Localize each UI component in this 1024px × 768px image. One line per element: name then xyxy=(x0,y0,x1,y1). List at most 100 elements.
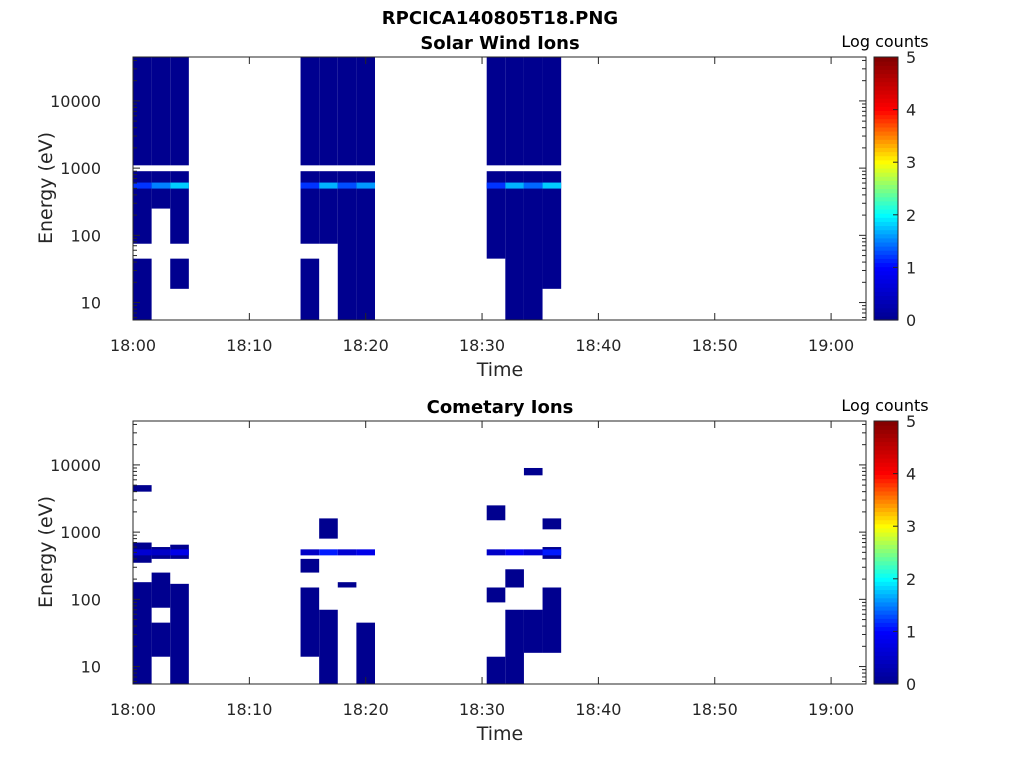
colorbar-swatch xyxy=(874,246,898,251)
colorbar-swatch xyxy=(874,630,898,636)
heatmap-cells-solar-wind xyxy=(133,57,562,320)
heatmap-cell xyxy=(505,609,524,684)
colorbar-swatch xyxy=(874,110,898,116)
colorbar-tick-label: 2 xyxy=(906,206,916,225)
colorbar-swatch xyxy=(874,486,898,492)
colorbar-swatch xyxy=(874,556,898,562)
colorbar-tick-label: 3 xyxy=(906,517,916,536)
colorbar-swatch xyxy=(874,618,898,623)
colorbar-swatch xyxy=(874,295,898,301)
axes-cometary: 18:00 18:10 18:20 18:30 18:40 18:50 19:00 10 100… xyxy=(50,420,867,719)
heatmap-cell-peak xyxy=(505,549,524,556)
colorbar-swatch xyxy=(874,188,898,194)
heatmap-cell-peak xyxy=(523,549,543,556)
heatmap-cell-peak xyxy=(133,549,152,556)
colorbar-swatch xyxy=(874,130,898,136)
colorbar-swatch xyxy=(874,519,898,525)
colorbar-swatch xyxy=(874,593,898,599)
heatmap-cell xyxy=(133,485,152,492)
colorbar-swatch xyxy=(874,258,898,264)
colorbar-tick-label: 4 xyxy=(906,465,916,484)
heatmap-cell xyxy=(151,171,171,209)
colorbar-tick-label: 3 xyxy=(906,153,916,172)
heatmap-cell xyxy=(542,518,562,530)
colorbar-swatch xyxy=(874,221,898,227)
colorbar-swatch xyxy=(874,250,898,255)
colorbar-tick-label: 5 xyxy=(906,412,916,431)
x-tick-label: 18:20 xyxy=(343,700,389,719)
colorbar-swatch xyxy=(874,98,898,103)
heatmap-cell-peak xyxy=(151,549,171,556)
colorbar-swatch xyxy=(874,655,898,660)
colorbar-swatch xyxy=(874,241,898,247)
colorbar-swatch xyxy=(874,151,898,157)
x-tick-label: 18:10 xyxy=(226,700,272,719)
heatmap-cells-cometary xyxy=(133,467,562,684)
colorbar-swatch xyxy=(874,213,898,218)
colorbar-swatch xyxy=(874,93,898,99)
x-axis-label-cometary: Time xyxy=(476,723,524,745)
heatmap-cell-peak xyxy=(505,182,524,189)
y-tick-label: 1000 xyxy=(60,159,101,178)
colorbar-swatch xyxy=(874,441,898,447)
heatmap-cell-peak xyxy=(151,182,171,189)
colorbar-swatch xyxy=(874,494,898,500)
colorbar-swatch xyxy=(874,544,898,549)
colorbar-swatch xyxy=(874,478,898,484)
colorbar-swatch xyxy=(874,511,898,517)
colorbar-swatch xyxy=(874,89,898,95)
x-tick-label: 18:30 xyxy=(459,336,505,355)
x-tick-label: 19:00 xyxy=(808,336,854,355)
colorbar-tick-label: 0 xyxy=(906,675,916,694)
heatmap-cell xyxy=(151,622,171,657)
heatmap-cell xyxy=(356,57,376,166)
panel-solar-wind: Solar Wind Ions 18:00 18:10 18:20 18:30 18:4… xyxy=(35,32,929,381)
y-tick-label: 10000 xyxy=(50,456,101,475)
heatmap-cell-peak xyxy=(356,182,376,189)
colorbar-swatch xyxy=(874,564,898,570)
heatmap-cell xyxy=(356,622,376,684)
colorbar-swatch xyxy=(874,503,898,508)
colorbar-swatch xyxy=(874,429,898,434)
heatmap-cell-peak xyxy=(337,182,357,189)
colorbar-swatch xyxy=(874,266,898,272)
colorbar-swatch xyxy=(874,462,898,467)
heatmap-cell-peak xyxy=(300,549,320,556)
colorbar-swatch xyxy=(874,262,898,268)
colorbar-swatch xyxy=(874,651,898,656)
colorbar-swatch xyxy=(874,437,898,443)
colorbar-swatch xyxy=(874,209,898,214)
heatmap-cell xyxy=(542,587,562,653)
heatmap-cell-peak xyxy=(319,182,338,189)
heatmap-cell-peak xyxy=(133,182,152,189)
x-tick-label: 18:10 xyxy=(226,336,272,355)
colorbar-swatch xyxy=(874,560,898,566)
axes-solar-wind: 18:00 18:10 18:20 18:30 18:40 18:50 19:00 10 100… xyxy=(50,56,867,355)
x-tick-label: 18:20 xyxy=(343,336,389,355)
colorbar-swatch xyxy=(874,490,898,496)
colorbar-swatch xyxy=(874,85,898,91)
heatmap-cell-peak xyxy=(170,182,189,189)
colorbar-swatch xyxy=(874,573,898,578)
x-tick-label: 18:30 xyxy=(459,700,505,719)
x-tick-label: 18:40 xyxy=(575,700,621,719)
heatmap-cell xyxy=(300,258,320,320)
colorbar-swatch xyxy=(874,225,898,231)
colorbar-swatch xyxy=(874,69,898,75)
colorbar-swatch xyxy=(874,642,898,648)
colorbar-swatch xyxy=(874,466,898,471)
heatmap-cell xyxy=(170,171,189,244)
heatmap-cell xyxy=(319,57,338,166)
panel-title-cometary: Cometary Ions xyxy=(427,397,574,418)
colorbar-swatch xyxy=(874,597,898,603)
colorbar-swatch xyxy=(874,527,898,533)
colorbar-swatch xyxy=(874,61,898,66)
heatmap-cell-peak xyxy=(542,549,562,556)
y-axis-label-solar-wind: Energy (eV) xyxy=(35,132,57,244)
colorbar-swatch xyxy=(874,445,898,451)
colorbar-swatch xyxy=(874,315,898,321)
colorbar-solar-wind: 0 1 2 3 4 5 xyxy=(873,48,916,330)
colorbar-swatch xyxy=(874,421,898,426)
colorbar-swatch xyxy=(874,523,898,529)
heatmap-cell xyxy=(300,558,320,573)
